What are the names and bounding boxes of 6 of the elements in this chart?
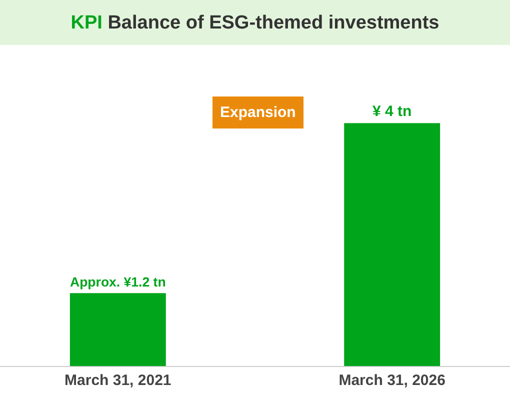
chart-title: KPI Balance of ESG-themed investments [70,12,440,34]
text: Expansion [220,104,296,121]
x-tick-label: March 31, 2021 [64,372,172,389]
x-tick-label: March 31, 2026 [338,372,446,389]
data-label: Approx. ¥1.2 tn [70,274,166,290]
data-label: ¥ 4 tn [372,103,412,120]
